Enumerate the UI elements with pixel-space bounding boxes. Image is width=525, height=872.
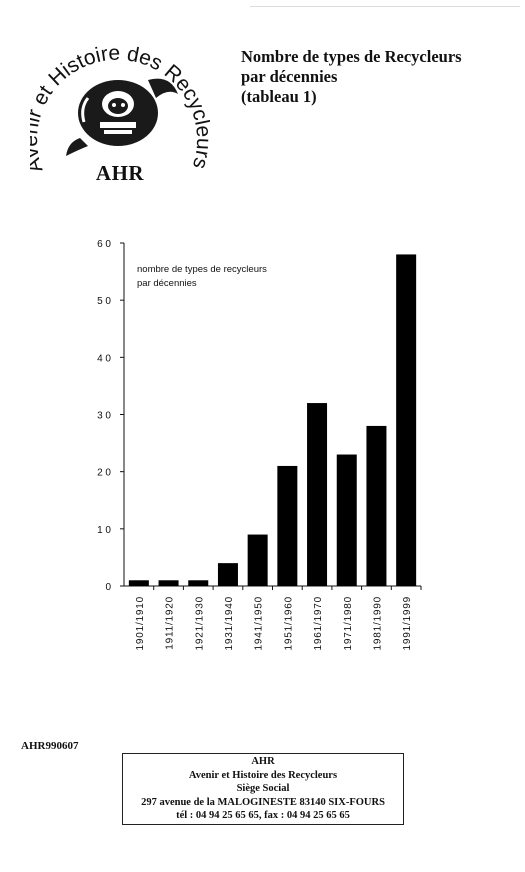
x-category-label: 1941/1950 (254, 596, 265, 650)
ahr-logo: Avenir et Histoire des Recycleurs AHR (30, 20, 210, 195)
x-category-label: 1911/1920 (165, 596, 176, 650)
address-street: 297 avenue de la MALOGINESTE 83140 SIX-F… (141, 796, 385, 808)
address-office: Siège Social (236, 783, 290, 794)
document-reference: AHR990607 (21, 740, 79, 752)
diver-emblem-icon (66, 78, 178, 156)
title-line-3: (tableau 1) (241, 87, 317, 106)
x-category-label: 1921/1930 (194, 596, 205, 650)
bar (247, 534, 268, 586)
x-category-label: 1951/1960 (283, 596, 294, 650)
bar (396, 254, 417, 586)
x-category-label: 1931/1940 (224, 596, 235, 650)
x-category-label: 1961/1970 (313, 596, 324, 650)
y-tick-label: 2 0 (97, 468, 111, 479)
address-org-abbr: AHR (251, 756, 275, 767)
x-category-label: 1971/1980 (343, 596, 354, 650)
x-category-label: 1981/1990 (372, 596, 383, 650)
bar (217, 563, 238, 586)
address-contact: tél : 04 94 25 65 65, fax : 04 94 25 65 … (176, 810, 350, 821)
address-box: AHR Avenir et Histoire des Recycleurs Si… (122, 753, 404, 825)
bar (336, 454, 357, 586)
bar (188, 580, 209, 586)
chart-annotation: par décennies (137, 278, 197, 289)
title-line-2: par décennies (241, 67, 338, 86)
bar (158, 580, 179, 586)
logo-abbreviation: AHR (95, 161, 145, 185)
top-rule (250, 6, 520, 7)
y-tick-label: 4 0 (97, 353, 111, 364)
x-category-label: 1991/1999 (402, 596, 413, 650)
bar (366, 425, 387, 586)
y-tick-label: 6 0 (97, 239, 111, 250)
bar (307, 403, 328, 586)
chart-title: Nombre de types de Recycleurs par décenn… (241, 47, 511, 107)
y-tick-label: 3 0 (97, 411, 111, 422)
y-tick-label: 0 (105, 582, 111, 593)
bar (128, 580, 149, 586)
chart-annotation: nombre de types de recycleurs (137, 264, 267, 275)
title-line-1: Nombre de types de Recycleurs (241, 47, 462, 66)
bar (277, 465, 298, 586)
address-org-name: Avenir et Histoire des Recycleurs (188, 769, 338, 781)
y-tick-label: 5 0 (97, 296, 111, 307)
logo-emblem: Avenir et Histoire des Recycleurs (30, 42, 210, 176)
x-category-label: 1901/1910 (135, 596, 146, 650)
y-tick-label: 1 0 (97, 525, 111, 536)
